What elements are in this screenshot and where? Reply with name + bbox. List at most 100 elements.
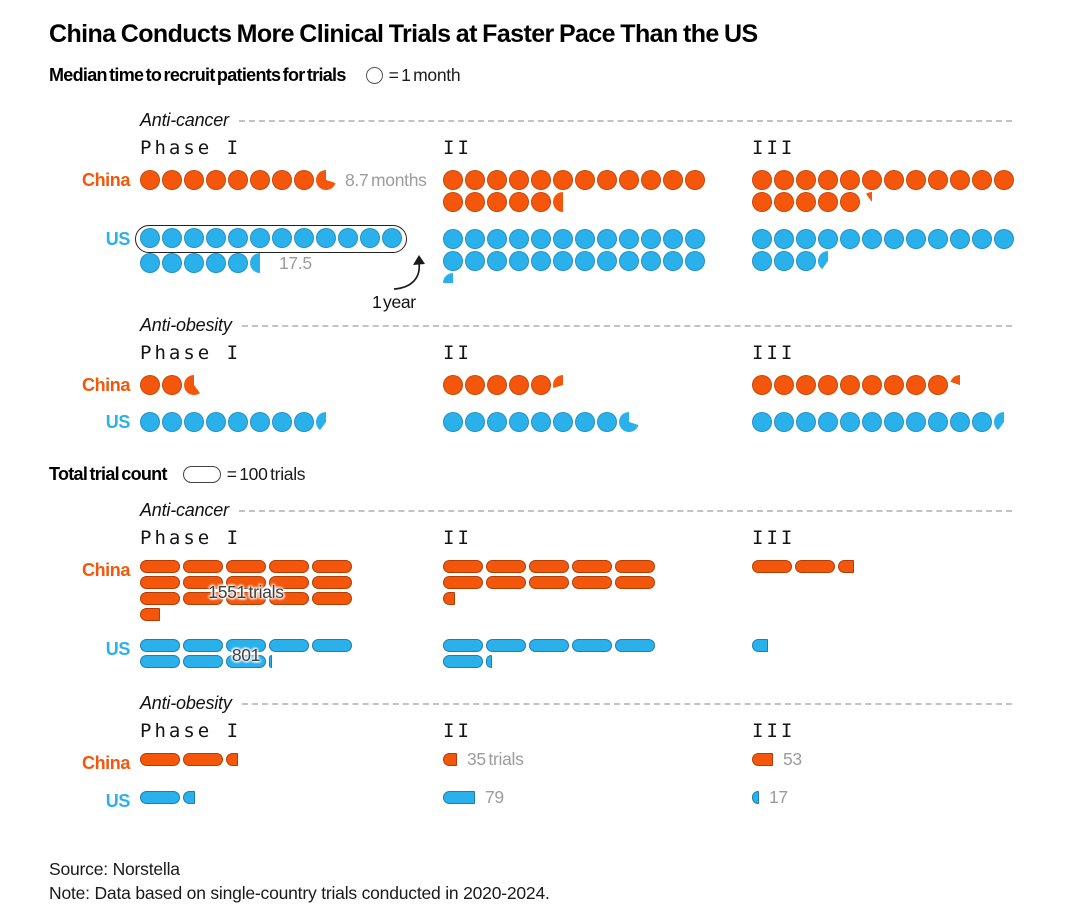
- month-dot: [531, 192, 551, 212]
- month-dot: [206, 228, 226, 248]
- symbol-row: [752, 192, 1044, 212]
- phase-cell-us: 17: [752, 787, 1044, 811]
- phase-cell-china: [443, 560, 752, 624]
- month-dot: [272, 228, 292, 248]
- phase-cell-us: [443, 412, 752, 434]
- country-row-china: China 8.7 months: [49, 170, 1040, 214]
- row-label-cell: US: [49, 412, 140, 434]
- legend-label: = 1 month: [388, 65, 461, 85]
- month-dot: [840, 375, 860, 395]
- trial-pill: [183, 592, 223, 605]
- trial-pill: [140, 639, 180, 652]
- month-dot: [162, 253, 182, 273]
- trial-pill: [443, 576, 483, 589]
- phase-cell-china: [443, 170, 752, 214]
- phase-cell-china: [140, 375, 443, 397]
- month-dot: [884, 170, 904, 190]
- chart-footer: Source: Norstella Note: Data based on si…: [49, 857, 1040, 905]
- symbol-row: [752, 412, 1044, 432]
- value-annotation: 17: [769, 787, 788, 807]
- symbol-row: [140, 753, 443, 766]
- phase-cell-us: [140, 791, 443, 811]
- country-row-china: China 35 trials 53: [49, 749, 1040, 773]
- symbol-row: [140, 560, 443, 573]
- month-dot: [443, 375, 463, 395]
- month-dot: [487, 229, 507, 249]
- month-dot: [140, 253, 160, 273]
- month-dot: [862, 170, 882, 190]
- month-dot: [487, 412, 507, 432]
- country-row-us: US 79 17: [49, 787, 1040, 811]
- symbol-row: [752, 375, 1044, 395]
- symbol-row: [443, 273, 752, 293]
- month-dot: [774, 229, 794, 249]
- month-dot: [531, 412, 551, 432]
- month-dot: [597, 229, 617, 249]
- trial-pill: [140, 592, 180, 605]
- row-label-cell: US: [49, 229, 140, 295]
- partial-month-dot: [553, 375, 573, 395]
- phase-label-row: Phase I II III: [49, 342, 1040, 364]
- month-dot: [796, 192, 816, 212]
- symbol-row: [140, 576, 443, 589]
- month-dot: [140, 412, 160, 432]
- month-dot: [641, 251, 661, 271]
- month-dot: [206, 170, 226, 190]
- month-dot: [228, 412, 248, 432]
- month-dot: [685, 170, 705, 190]
- country-row-china: China 1551 trials: [49, 560, 1040, 624]
- therapy-area-row: Anti-cancer: [140, 110, 1012, 131]
- trial-pill: [615, 639, 655, 652]
- month-dot: [972, 412, 992, 432]
- month-dot: [316, 228, 336, 248]
- row-label-cell: China: [49, 560, 140, 624]
- month-dot: [774, 251, 794, 271]
- symbol-row: [140, 228, 402, 248]
- month-dot: [487, 251, 507, 271]
- month-dot: [140, 228, 160, 248]
- trial-pill: [572, 639, 612, 652]
- month-dot: [531, 170, 551, 190]
- trial-pill: [572, 576, 612, 589]
- phase-label: II: [443, 342, 472, 364]
- trial-pill: [140, 655, 180, 668]
- count-overlay-label: 801: [231, 644, 261, 665]
- note-line: Note: Data based on single-country trial…: [49, 883, 550, 904]
- month-dot: [553, 170, 573, 190]
- month-dot: [928, 170, 948, 190]
- month-dot: [906, 375, 926, 395]
- symbol-row: [752, 229, 1044, 249]
- trial-pill: [269, 592, 309, 605]
- gutter-spacer: [49, 720, 140, 742]
- phase-cell-china: [752, 375, 1044, 397]
- month-dot: [840, 192, 860, 212]
- trial-pill: [529, 560, 569, 573]
- row-label-cell: China: [49, 170, 140, 214]
- month-dot: [597, 412, 617, 432]
- month-dot: [487, 170, 507, 190]
- symbol-row: [752, 251, 1044, 271]
- country-row-us: US: [49, 412, 1040, 434]
- trial-pill: [183, 655, 223, 668]
- section-heading-total_trial_count: Total trial count = 100 trials: [49, 464, 1040, 485]
- partial-trial-pill: [752, 791, 759, 804]
- month-dot: [443, 412, 463, 432]
- month-dot: [162, 375, 182, 395]
- partial-trial-pill: [140, 608, 160, 621]
- trial-pill: [486, 560, 526, 573]
- month-dot: [509, 229, 529, 249]
- trial-pill: [312, 560, 352, 573]
- month-dot: [553, 412, 573, 432]
- month-dot: [531, 229, 551, 249]
- month-dot: [619, 170, 639, 190]
- month-dot: [272, 170, 292, 190]
- china-row-label: China: [81, 753, 130, 773]
- month-dot: [862, 229, 882, 249]
- therapy-area-label: Anti-obesity: [140, 315, 232, 335]
- month-dot: [531, 251, 551, 271]
- phase-cell-china: 8.7 months: [140, 170, 443, 214]
- group-anti-obesity: Anti-obesity Phase I II III China US: [49, 315, 1040, 434]
- us-row-label: US: [105, 229, 131, 249]
- month-dot: [206, 253, 226, 273]
